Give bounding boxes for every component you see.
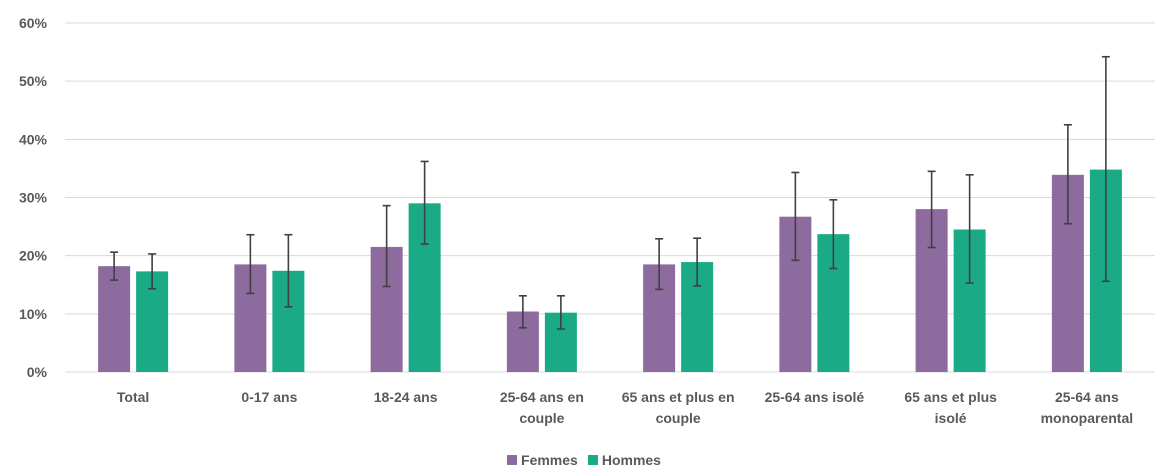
x-tick-label-line: 0-17 ans <box>241 389 297 405</box>
y-tick-label: 10% <box>19 306 48 322</box>
x-tick-label-line: couple <box>519 410 564 426</box>
x-tick-label: Total <box>117 389 149 405</box>
y-tick-label: 50% <box>19 73 48 89</box>
x-tick-label-line: Total <box>117 389 149 405</box>
legend-swatch-hommes <box>587 455 598 465</box>
y-tick-label: 30% <box>19 190 48 206</box>
y-tick-label: 40% <box>19 131 48 147</box>
legend-item-hommes: Hommes <box>587 452 661 468</box>
x-tick-label-line: 25-64 ans isolé <box>765 389 865 405</box>
x-tick-label-line: 18-24 ans <box>374 389 438 405</box>
y-tick-label: 60% <box>19 15 48 31</box>
x-tick-label-line: couple <box>656 410 701 426</box>
x-tick-label-line: monoparental <box>1041 410 1134 426</box>
bar-chart: 0% 10% 20% 30% 40% 50% 60% Total 0-17 ans 18-24 a… <box>19 15 1155 426</box>
x-tick-label-line: 65 ans et plus en <box>622 389 735 405</box>
x-tick-label: 0-17 ans <box>241 389 297 405</box>
x-tick-label: 25-64 ans isolé <box>765 389 865 405</box>
x-tick-label: 25-64 ans en couple <box>500 389 584 426</box>
x-tick-label: 18-24 ans <box>374 389 438 405</box>
x-tick-label-line: 25-64 ans en <box>500 389 584 405</box>
x-tick-label: 25-64 ans monoparental <box>1041 389 1134 426</box>
legend-label-hommes: Hommes <box>601 452 661 468</box>
x-tick-label: 65 ans et plus en couple <box>622 389 735 426</box>
y-tick-label: 0% <box>27 364 48 380</box>
x-tick-label-line: 65 ans et plus <box>904 389 997 405</box>
legend-label-femmes: Femmes <box>521 452 578 468</box>
x-tick-label-line: isolé <box>935 410 967 426</box>
legend-item-femmes: Femmes <box>507 452 578 468</box>
legend-swatch-femmes <box>507 455 518 465</box>
x-tick-label: 65 ans et plus isolé <box>904 389 997 426</box>
x-tick-label-line: 25-64 ans <box>1055 389 1119 405</box>
y-tick-label: 20% <box>19 248 48 264</box>
legend: Femmes Hommes <box>0 452 1168 468</box>
bar-femmes <box>98 266 131 372</box>
